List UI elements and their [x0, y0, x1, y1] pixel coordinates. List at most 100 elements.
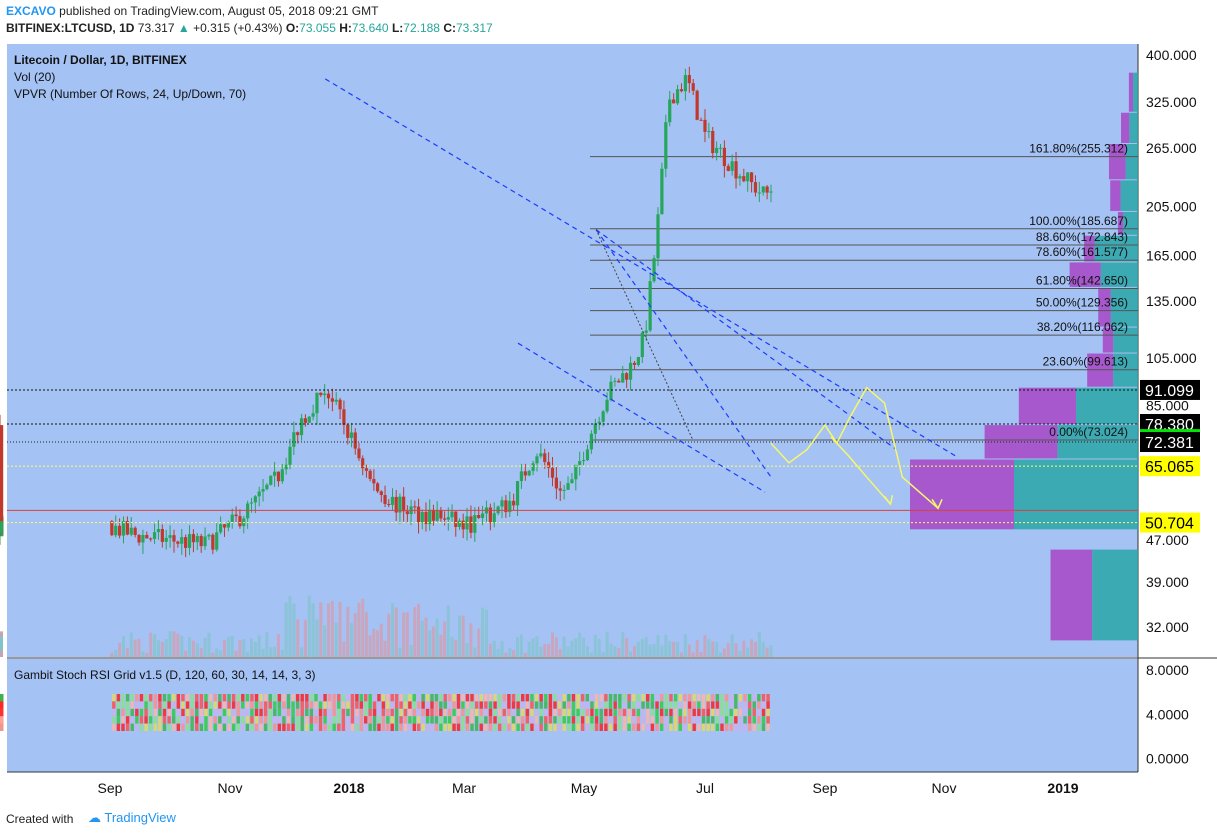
vprofile-up-bar [1076, 387, 1138, 425]
grid-cell [434, 723, 439, 731]
grid-cell [701, 716, 706, 724]
grid-cell [521, 701, 525, 709]
volume-bar [687, 644, 691, 657]
candle-body [249, 502, 254, 504]
grid-cell [263, 708, 268, 717]
grid-cell [585, 723, 589, 731]
volume-bar [711, 641, 715, 657]
candle-body [280, 469, 284, 482]
grid-cell [125, 694, 130, 702]
grid-cell [421, 694, 425, 702]
grid-cell [525, 716, 530, 724]
volume-bar [707, 639, 711, 657]
grid-cell [452, 716, 456, 724]
grid-cell [291, 723, 295, 731]
volume-bar [769, 645, 773, 657]
grid-cell [720, 708, 724, 717]
volume-bar [368, 635, 372, 657]
grid-cell [227, 694, 231, 702]
grid-cell [412, 701, 417, 709]
grid-cell [236, 723, 240, 731]
candle-body [257, 491, 261, 497]
candle-body [749, 172, 754, 183]
close-label: C: [443, 21, 456, 35]
volume-bar [387, 613, 391, 657]
volume-bar [715, 641, 719, 657]
grid-cell [585, 694, 589, 702]
candle-body [207, 534, 211, 537]
y-tick-label: 165.000 [1146, 247, 1197, 263]
published-text: published on TradingView.com, August 05,… [59, 4, 379, 18]
volume-bar [330, 600, 334, 657]
grid-cell [130, 701, 134, 709]
grid-cell [204, 701, 208, 709]
footer-created: Created with [6, 812, 74, 826]
grid-cell [641, 694, 645, 702]
candle-body [330, 398, 334, 402]
grid-cell [337, 723, 341, 731]
y-tick-label: 400.000 [1146, 47, 1197, 63]
grid-cell [305, 708, 309, 717]
grid-cell [236, 708, 240, 717]
grid-cell [534, 694, 539, 702]
candle-body [574, 464, 578, 480]
grid-cell [562, 694, 566, 702]
volume-bar [413, 607, 417, 657]
grid-cell [655, 723, 659, 731]
candle-body [439, 510, 443, 519]
grid-cell [678, 723, 682, 731]
tradingview-logo[interactable]: ☁ TradingView [88, 810, 176, 826]
grid-cell [669, 716, 673, 724]
grid-cell [213, 723, 217, 731]
grid-cell [479, 716, 483, 724]
grid-cell [359, 694, 363, 702]
volume-bar [730, 634, 734, 657]
grid-cell [135, 694, 139, 702]
author-link[interactable]: EXCAVO [6, 4, 56, 18]
candle-body [195, 535, 199, 543]
grid-cell [231, 716, 236, 724]
volume-bar [180, 635, 184, 657]
grid-cell [327, 701, 332, 709]
candle-body [416, 506, 421, 523]
grid-cell [434, 694, 439, 702]
grid-cell [673, 701, 678, 709]
grid-cell [245, 708, 250, 717]
grid-cell [213, 694, 217, 702]
grid-cell [664, 723, 669, 731]
grid-cell [314, 694, 318, 702]
fib-level-label: 88.60%(172.843) [1036, 230, 1128, 244]
grid-cell [341, 723, 346, 731]
candle-body [477, 515, 481, 518]
grid-cell [355, 708, 359, 717]
candle-body [234, 514, 238, 517]
grid-cell [738, 723, 743, 731]
candle-body [578, 461, 582, 465]
grid-cell [747, 701, 752, 709]
candle-body [368, 470, 372, 479]
grid-cell [399, 716, 403, 724]
candle-body [176, 541, 180, 544]
grid-cell [130, 694, 134, 702]
grid-cell [372, 694, 377, 702]
candle-body [299, 418, 304, 436]
candle-body [488, 507, 492, 523]
candle-body [656, 214, 660, 259]
grid-cell [641, 723, 645, 731]
volume-bar [125, 647, 129, 657]
volume-bar [315, 619, 319, 657]
grid-cell [323, 716, 327, 724]
grid-cell [291, 716, 295, 724]
volume-bar [195, 643, 199, 657]
grid-cell [502, 723, 506, 731]
grid-cell [399, 708, 403, 717]
grid-cell [747, 723, 752, 731]
candle-body [746, 172, 750, 182]
grid-cell [282, 716, 286, 724]
grid-cell [208, 723, 213, 731]
candle-body [353, 432, 357, 449]
volume-bar [284, 602, 288, 657]
grid-cell [222, 708, 227, 717]
grid-cell [456, 708, 461, 717]
